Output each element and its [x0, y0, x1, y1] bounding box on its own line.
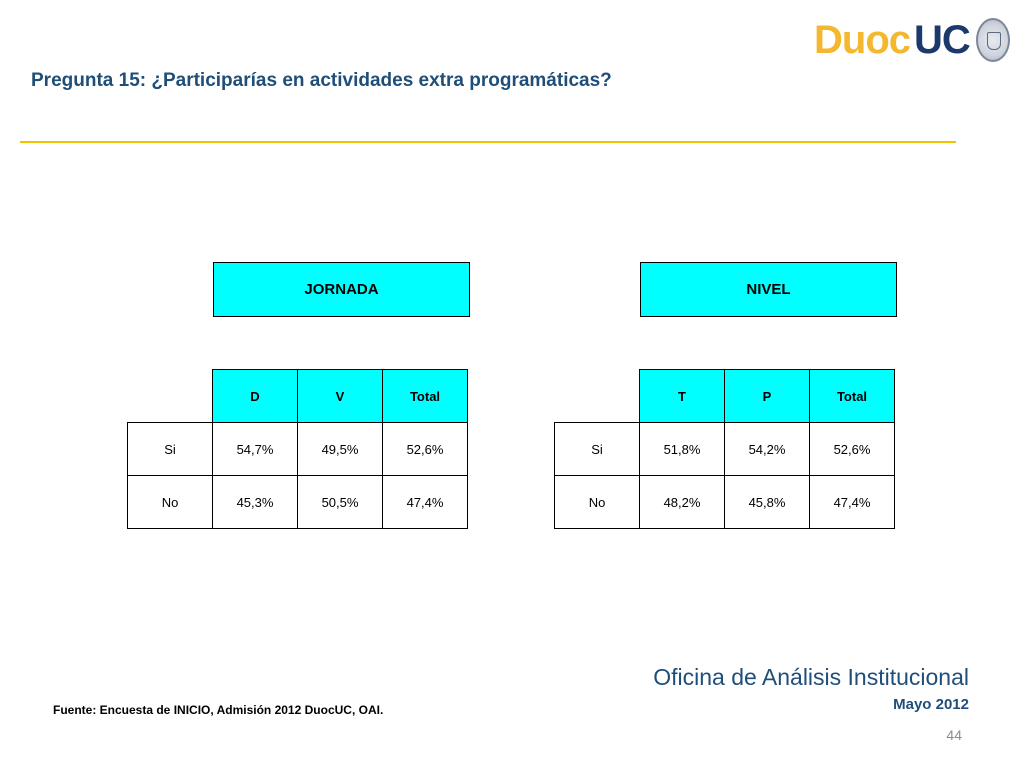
office-name: Oficina de Análisis Institucional	[653, 664, 969, 690]
column-header: V	[297, 369, 383, 423]
logo-word-uc: UC	[914, 17, 971, 62]
row-label: No	[554, 475, 640, 529]
column-header: Total	[382, 369, 468, 423]
table-cell: 47,4%	[382, 475, 468, 529]
column-header: P	[724, 369, 810, 423]
jornada-heading: JORNADA	[213, 262, 470, 317]
table-cell: 51,8%	[639, 422, 725, 476]
table-row: No 48,2% 45,8% 47,4%	[554, 475, 895, 529]
source-note: Fuente: Encuesta de INICIO, Admisión 201…	[53, 703, 384, 717]
duocuc-logo: Duoc UC	[814, 14, 1010, 66]
slide-title: Pregunta 15: ¿Participarías en actividad…	[31, 70, 612, 91]
table-cell: 47,4%	[809, 475, 895, 529]
table-cell: 48,2%	[639, 475, 725, 529]
page-number: 44	[946, 727, 962, 743]
column-header: Total	[809, 369, 895, 423]
table-row: Si 54,7% 49,5% 52,6%	[127, 422, 468, 476]
row-label: No	[127, 475, 213, 529]
table-cell: 50,5%	[297, 475, 383, 529]
row-label: Si	[127, 422, 213, 476]
table-cell: 52,6%	[382, 422, 468, 476]
nivel-table: T P Total Si 51,8% 54,2% 52,6% No 48,2% …	[554, 369, 895, 529]
table-cell: 45,8%	[724, 475, 810, 529]
column-header: D	[212, 369, 298, 423]
column-header: T	[639, 369, 725, 423]
table-cell: 49,5%	[297, 422, 383, 476]
logo-word-duoc: Duoc	[814, 17, 911, 62]
table-corner	[128, 370, 213, 423]
title-divider	[20, 141, 956, 143]
jornada-table: D V Total Si 54,7% 49,5% 52,6% No 45,3% …	[127, 369, 468, 529]
table-cell: 45,3%	[212, 475, 298, 529]
table-header-row: T P Total	[555, 369, 895, 423]
table-header-row: D V Total	[128, 369, 468, 423]
table-row: No 45,3% 50,5% 47,4%	[127, 475, 468, 529]
table-cell: 54,2%	[724, 422, 810, 476]
table-row: Si 51,8% 54,2% 52,6%	[554, 422, 895, 476]
university-seal-icon	[975, 18, 1010, 62]
row-label: Si	[554, 422, 640, 476]
table-cell: 54,7%	[212, 422, 298, 476]
table-corner	[555, 370, 640, 423]
nivel-heading: NIVEL	[640, 262, 897, 317]
report-date: Mayo 2012	[893, 696, 969, 713]
table-cell: 52,6%	[809, 422, 895, 476]
